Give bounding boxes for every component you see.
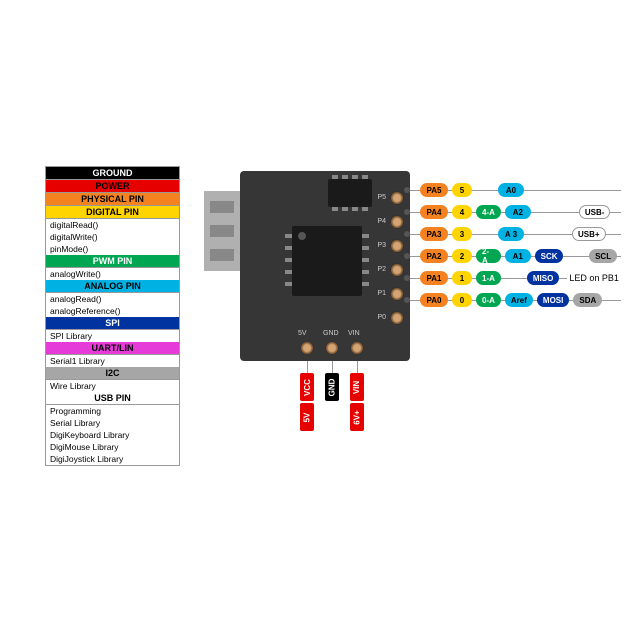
row-dot [404, 275, 410, 281]
pin-silk-label: P5 [377, 194, 386, 201]
legend-header: PWM PIN [46, 255, 179, 268]
pin-tag: 5 [452, 183, 472, 197]
chip-dot [298, 232, 306, 240]
row-dot [404, 253, 410, 259]
pin-tag: 2 [452, 249, 472, 263]
legend-header: I2C [46, 367, 179, 380]
pin-tag: PA0 [420, 293, 448, 307]
pin-tag: A 3 [498, 227, 524, 241]
pin-silk-label: 5V [298, 330, 307, 337]
power-tag: GND [325, 373, 339, 401]
pinout-row: PA5 5 A0 [420, 179, 621, 201]
row-dot [404, 231, 410, 237]
pin-tag: 4-A [476, 205, 501, 219]
legend-sublabel: pinMode() [46, 243, 179, 255]
pin-tag: 2-A [476, 249, 501, 263]
row-note: LED on PB1 [567, 273, 621, 283]
legend-sublabel: Serial1 Library [46, 355, 179, 367]
pinout-row: PA1 1 1-A MISO LED on PB1 [420, 267, 621, 289]
regulator-chip [328, 179, 372, 207]
legend-sublabel: Wire Library [46, 380, 179, 392]
mcu-chip [292, 226, 362, 296]
pin-tag: PA1 [420, 271, 448, 285]
pin-tag: USB- [579, 205, 611, 219]
legend-sublabel: analogReference() [46, 305, 179, 317]
pin-hole [350, 341, 364, 355]
pin-hole [390, 311, 404, 325]
pinout-rows: PA5 5 A0 PA4 4 4-A A2 USB- PA3 3 A 3 USB+ PA2 2 2-A A1 S… [420, 179, 621, 311]
usb-connector [204, 191, 240, 271]
pin-tag: MOSI [537, 293, 569, 307]
row-dot [404, 187, 410, 193]
pin-tag: MISO [527, 271, 559, 285]
pin-silk-label: P0 [377, 314, 386, 321]
legend-header: SPI [46, 317, 179, 330]
pinout-row: PA2 2 2-A A1 SCK SCL [420, 245, 621, 267]
pin-tag: 1 [452, 271, 472, 285]
power-tag: VIN [350, 373, 364, 401]
legend-table: GROUNDPOWERPHYSICAL PINDIGITAL PINdigita… [45, 166, 180, 466]
legend-header: POWER [46, 180, 179, 193]
pin-silk-label: P1 [377, 290, 386, 297]
legend-sublabel: Programming [46, 405, 179, 417]
pin-tag: PA3 [420, 227, 448, 241]
pin-tag: SCL [589, 249, 617, 263]
legend-sublabel: DigiKeyboard Library [46, 429, 179, 441]
legend-sublabel: Serial Library [46, 417, 179, 429]
pinout-row: PA4 4 4-A A2 USB- [420, 201, 621, 223]
row-dot [404, 209, 410, 215]
legend-header: PHYSICAL PIN [46, 193, 179, 206]
pinout-row: PA0 0 0-A Aref MOSI SDA [420, 289, 621, 311]
legend-sublabel: DigiMouse Library [46, 441, 179, 453]
pin-tag: 0 [452, 293, 472, 307]
pinout-row: PA3 3 A 3 USB+ [420, 223, 621, 245]
legend-sublabel: SPI Library [46, 330, 179, 342]
pin-tag: A0 [498, 183, 524, 197]
legend-header: UART/LIN [46, 342, 179, 355]
legend-sublabel: analogRead() [46, 293, 179, 305]
pin-tag: PA5 [420, 183, 448, 197]
pin-tag: 1-A [476, 271, 501, 285]
pin-silk-label: VIN [348, 330, 360, 337]
pin-tag: 3 [452, 227, 472, 241]
pin-tag: USB+ [572, 227, 606, 241]
pin-tag: Aref [505, 293, 533, 307]
pin-silk-label: GND [323, 330, 339, 337]
pin-hole [390, 263, 404, 277]
pin-silk-label: P4 [377, 218, 386, 225]
pin-tag: 4 [452, 205, 472, 219]
legend-sublabel: DigiJoystick Library [46, 453, 179, 465]
pin-silk-label: P2 [377, 266, 386, 273]
pin-hole [325, 341, 339, 355]
pin-hole [390, 191, 404, 205]
pin-tag: PA4 [420, 205, 448, 219]
pin-hole [390, 287, 404, 301]
pin-tag: SCK [535, 249, 564, 263]
power-tag: 5V [300, 403, 314, 431]
pin-hole [390, 239, 404, 253]
pin-tag: 0-A [476, 293, 501, 307]
diagram-container: GROUNDPOWERPHYSICAL PINDIGITAL PINdigita… [20, 161, 621, 480]
pin-hole [390, 215, 404, 229]
pin-silk-label: P3 [377, 242, 386, 249]
legend-sublabel: digitalRead() [46, 219, 179, 231]
legend-header: GROUND [46, 167, 179, 180]
pcb-board: P5 P4 P3 P2 P1 P0 5V GND VIN [240, 171, 410, 361]
pin-tag: A1 [505, 249, 531, 263]
row-dot [404, 297, 410, 303]
pin-hole [300, 341, 314, 355]
legend-sublabel: analogWrite() [46, 268, 179, 280]
legend-header: DIGITAL PIN [46, 206, 179, 219]
power-tag: 6V+ [350, 403, 364, 431]
pin-tag: PA2 [420, 249, 448, 263]
pin-tag: SDA [573, 293, 602, 307]
legend-sublabel: digitalWrite() [46, 231, 179, 243]
power-tag: VCC [300, 373, 314, 401]
legend-header: ANALOG PIN [46, 280, 179, 293]
pin-tag: A2 [505, 205, 531, 219]
legend-header: USB PIN [46, 392, 179, 405]
